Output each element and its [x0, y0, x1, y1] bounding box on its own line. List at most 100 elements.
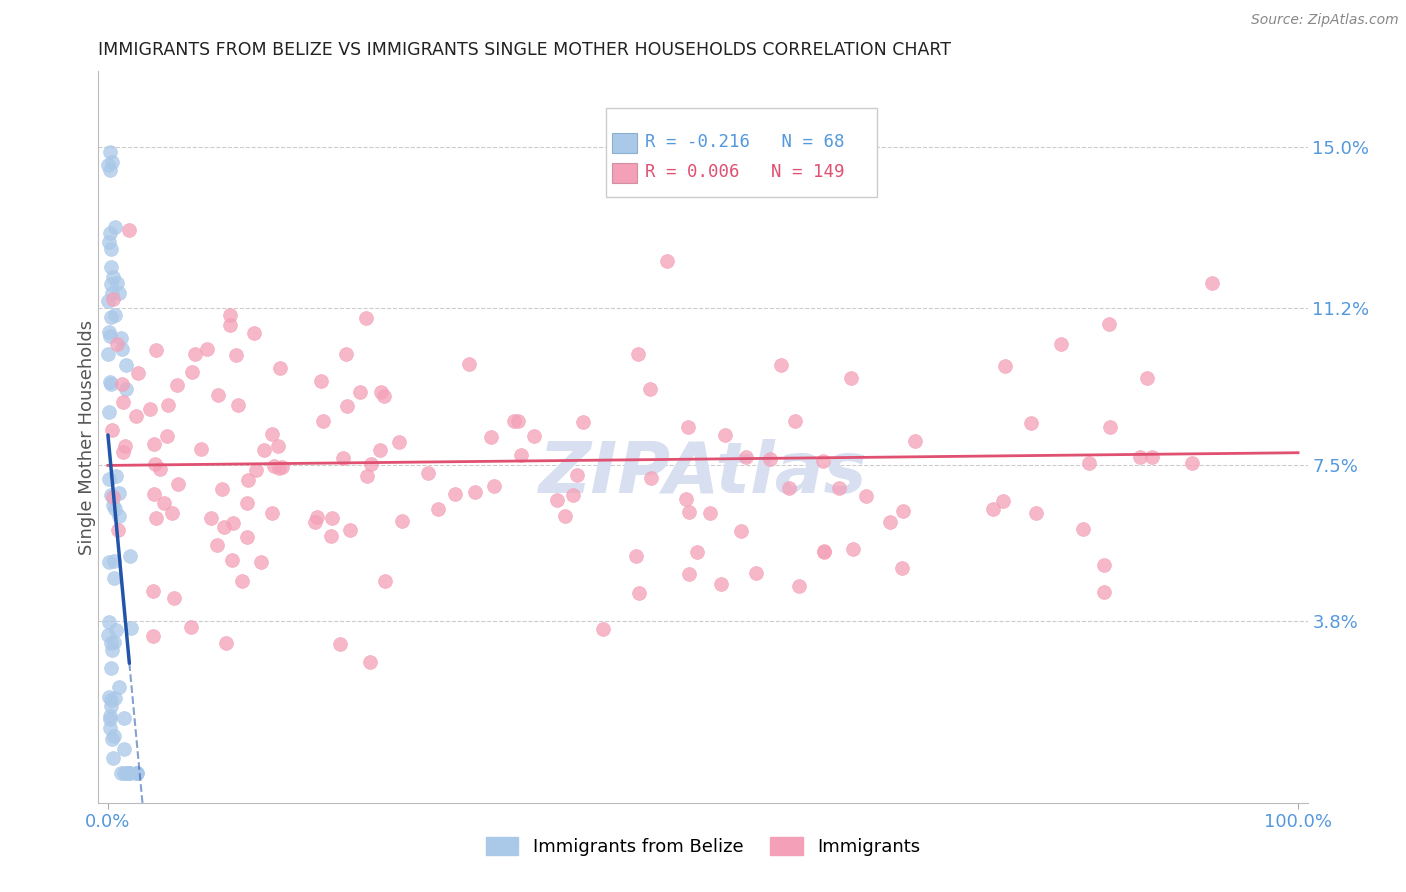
- Point: [359, 655, 381, 669]
- Point: [112, 766, 135, 780]
- Point: [388, 435, 411, 450]
- Point: [714, 428, 737, 442]
- Point: [100, 242, 122, 256]
- Point: [891, 504, 914, 518]
- Point: [180, 620, 202, 634]
- Point: [510, 448, 533, 462]
- Point: [242, 326, 264, 340]
- Point: [546, 493, 568, 508]
- Text: R = -0.216   N = 68: R = -0.216 N = 68: [645, 133, 845, 151]
- Point: [98, 329, 121, 343]
- Point: [479, 430, 502, 444]
- Point: [813, 543, 835, 558]
- Point: [98, 555, 121, 569]
- Point: [207, 388, 229, 402]
- Point: [108, 285, 131, 300]
- Point: [1019, 417, 1042, 431]
- Point: [100, 154, 122, 169]
- Point: [678, 505, 700, 519]
- Point: [225, 348, 247, 362]
- Point: [508, 413, 530, 427]
- Point: [305, 510, 328, 524]
- Point: [100, 423, 122, 437]
- Point: [98, 472, 121, 486]
- Point: [266, 439, 288, 453]
- Point: [104, 308, 127, 322]
- Point: [339, 523, 361, 537]
- Point: [675, 492, 697, 507]
- Point: [97, 347, 120, 361]
- Point: [1098, 420, 1121, 434]
- Point: [142, 629, 165, 643]
- Point: [769, 358, 792, 372]
- Point: [107, 523, 129, 537]
- Point: [627, 347, 650, 361]
- Point: [994, 359, 1017, 373]
- Point: [332, 450, 354, 465]
- Point: [101, 490, 124, 504]
- Point: [904, 434, 927, 448]
- Point: [138, 402, 160, 417]
- Point: [270, 460, 292, 475]
- Point: [108, 485, 131, 500]
- Point: [97, 628, 120, 642]
- Point: [329, 637, 352, 651]
- Point: [758, 452, 780, 467]
- Point: [981, 502, 1004, 516]
- Point: [98, 376, 121, 390]
- Point: [699, 506, 721, 520]
- Point: [464, 485, 486, 500]
- Point: [678, 566, 700, 581]
- Point: [655, 254, 678, 268]
- Point: [626, 549, 648, 564]
- Point: [710, 577, 733, 591]
- Point: [444, 487, 467, 501]
- Point: [101, 751, 124, 765]
- Point: [828, 481, 851, 495]
- Point: [263, 459, 285, 474]
- Point: [1140, 450, 1163, 464]
- Point: [125, 766, 148, 780]
- Point: [221, 553, 243, 567]
- Legend: Immigrants from Belize, Immigrants: Immigrants from Belize, Immigrants: [478, 830, 928, 863]
- Point: [97, 158, 120, 172]
- Point: [101, 292, 124, 306]
- Point: [236, 530, 259, 544]
- Point: [839, 371, 862, 385]
- Point: [125, 766, 148, 780]
- Point: [100, 661, 122, 675]
- Point: [97, 690, 120, 705]
- Point: [118, 223, 141, 237]
- Point: [745, 566, 768, 581]
- Point: [207, 538, 229, 552]
- Point: [319, 529, 342, 543]
- Point: [734, 450, 756, 465]
- Point: [163, 591, 186, 605]
- Point: [813, 545, 835, 559]
- Point: [105, 276, 128, 290]
- Point: [1136, 371, 1159, 385]
- Text: ZIPAtlas: ZIPAtlas: [538, 439, 868, 508]
- Point: [111, 395, 134, 409]
- Point: [391, 514, 413, 528]
- Point: [262, 427, 284, 442]
- Point: [105, 469, 128, 483]
- Point: [103, 635, 125, 649]
- Point: [100, 377, 122, 392]
- Point: [98, 162, 121, 177]
- Point: [592, 622, 614, 636]
- Y-axis label: Single Mother Households: Single Mother Households: [79, 319, 96, 555]
- Point: [100, 643, 122, 657]
- Point: [565, 467, 588, 482]
- Point: [783, 413, 806, 427]
- Point: [108, 509, 131, 524]
- Point: [1201, 277, 1223, 291]
- Point: [484, 478, 506, 492]
- Point: [103, 501, 125, 516]
- Point: [778, 482, 800, 496]
- Point: [120, 621, 142, 635]
- Point: [245, 463, 267, 477]
- Point: [1071, 522, 1094, 536]
- Point: [115, 382, 138, 396]
- Point: [127, 366, 149, 380]
